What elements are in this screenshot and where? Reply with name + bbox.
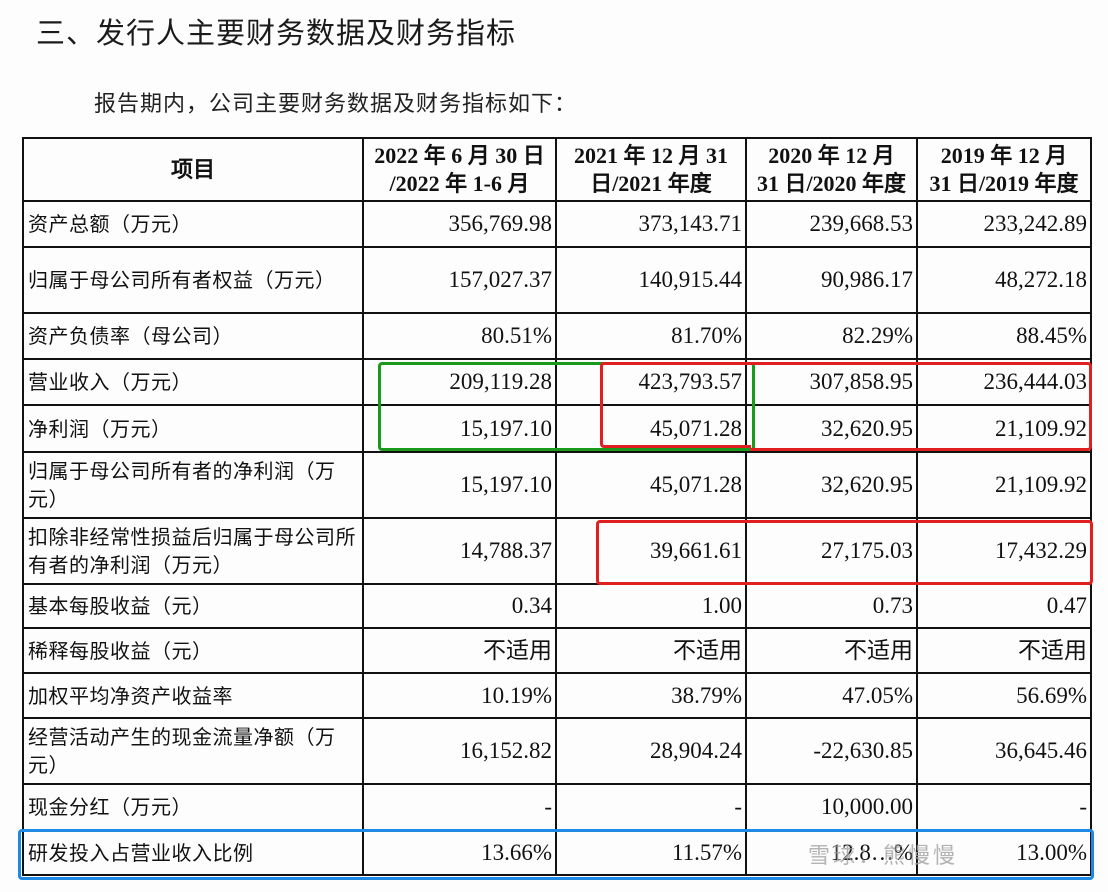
cell-value: 15,197.10 — [362, 404, 557, 453]
cell-value: 80.51% — [362, 312, 557, 360]
cell-value: 239,668.53 — [745, 200, 918, 248]
cell-value: 不适用 — [745, 627, 918, 674]
cell-value: 233,242.89 — [916, 200, 1092, 248]
cell-value: 88.45% — [916, 312, 1092, 360]
cell-value: 90,986.17 — [745, 246, 918, 314]
cell-value: 39,661.61 — [555, 517, 747, 585]
cell-value: 45,071.28 — [555, 404, 747, 453]
table-row: 扣除非经常性损益后归属于母公司所有者的净利润（万元） 14,788.37 39,… — [22, 517, 1092, 585]
row-label: 基本每股收益（元） — [22, 583, 364, 629]
header-2021: 2021 年 12 月 31 日/2021 年度 — [555, 137, 747, 202]
cell-value: 17,432.29 — [916, 517, 1092, 585]
cell-value: 157,027.37 — [362, 246, 557, 314]
cell-value: 32,620.95 — [745, 404, 918, 453]
row-label: 归属于母公司所有者的净利润（万元） — [22, 451, 364, 519]
cell-value: 21,109.92 — [916, 404, 1092, 453]
table-row: 资产总额（万元） 356,769.98 373,143.71 239,668.5… — [22, 200, 1092, 248]
row-label: 加权平均净资产收益率 — [22, 672, 364, 719]
table-row: 加权平均净资产收益率 10.19% 38.79% 47.05% 56.69% — [22, 672, 1092, 719]
table-row: 归属于母公司所有者的净利润（万元） 15,197.10 45,071.28 32… — [22, 451, 1092, 519]
cell-value: - — [916, 783, 1092, 831]
cell-value: 36,645.46 — [916, 717, 1092, 785]
row-label: 资产总额（万元） — [22, 200, 364, 248]
cell-value: 48,272.18 — [916, 246, 1092, 314]
cell-value: 10,000.00 — [745, 783, 918, 831]
cell-value: 16,152.82 — [362, 717, 557, 785]
cell-value: 356,769.98 — [362, 200, 557, 248]
cell-value: 140,915.44 — [555, 246, 747, 314]
row-label: 营业收入（万元） — [22, 358, 364, 406]
row-label: 资产负债率（母公司） — [22, 312, 364, 360]
cell-value: 56.69% — [916, 672, 1092, 719]
cell-value: 45,071.28 — [555, 451, 747, 519]
table-row: 净利润（万元） 15,197.10 45,071.28 32,620.95 21… — [22, 404, 1092, 453]
cell-value: 373,143.71 — [555, 200, 747, 248]
header-2022h1: 2022 年 6 月 30 日/2022 年 1-6 月 — [362, 137, 557, 202]
table-row: 归属于母公司所有者权益（万元） 157,027.37 140,915.44 90… — [22, 246, 1092, 314]
cell-value: 81.70% — [555, 312, 747, 360]
header-2020: 2020 年 12 月 31 日/2020 年度 — [745, 137, 918, 202]
row-label: 净利润（万元） — [22, 404, 364, 453]
cell-value: 1.00 — [555, 583, 747, 629]
cell-value: 209,119.28 — [362, 358, 557, 406]
section-title: 三、发行人主要财务数据及财务指标 — [36, 16, 517, 50]
table-row: 研发投入占营业收入比例 13.66% 11.57% 12.8…% 13.00% — [22, 829, 1092, 876]
cell-value: 307,858.95 — [745, 358, 918, 406]
table-row: 营业收入（万元） 209,119.28 423,793.57 307,858.9… — [22, 358, 1092, 406]
table-row: 现金分红（万元） - - 10,000.00 - — [22, 783, 1092, 831]
cell-value: 47.05% — [745, 672, 918, 719]
cell-value: 0.34 — [362, 583, 557, 629]
cell-value: 不适用 — [916, 627, 1092, 674]
table-row: 稀释每股收益（元） 不适用 不适用 不适用 不适用 — [22, 627, 1092, 674]
row-label: 研发投入占营业收入比例 — [22, 829, 364, 876]
cell-value: 15,197.10 — [362, 451, 557, 519]
cell-value: 82.29% — [745, 312, 918, 360]
cell-value: 236,444.03 — [916, 358, 1092, 406]
cell-value: 13.66% — [362, 829, 557, 876]
table-header-row: 项目 2022 年 6 月 30 日/2022 年 1-6 月 2021 年 1… — [22, 137, 1092, 202]
cell-value: 0.73 — [745, 583, 918, 629]
cell-value: 不适用 — [555, 627, 747, 674]
cell-value: 10.19% — [362, 672, 557, 719]
cell-value: 14,788.37 — [362, 517, 557, 585]
header-2019: 2019 年 12 月 31 日/2019 年度 — [916, 137, 1092, 202]
cell-value: 12.8…% — [745, 829, 918, 876]
intro-text: 报告期内，公司主要财务数据及财务指标如下： — [94, 92, 578, 117]
cell-value: 38.79% — [555, 672, 747, 719]
cell-value: 21,109.92 — [916, 451, 1092, 519]
cell-value: 11.57% — [555, 829, 747, 876]
header-item: 项目 — [22, 137, 364, 202]
cell-value: - — [362, 783, 557, 831]
row-label: 稀释每股收益（元） — [22, 627, 364, 674]
cell-value: 423,793.57 — [555, 358, 747, 406]
table-row: 资产负债率（母公司） 80.51% 81.70% 82.29% 88.45% — [22, 312, 1092, 360]
cell-value: 32,620.95 — [745, 451, 918, 519]
cell-value: -22,630.85 — [745, 717, 918, 785]
cell-value: - — [555, 783, 747, 831]
row-label: 经营活动产生的现金流量净额（万元） — [22, 717, 364, 785]
row-label: 扣除非经常性损益后归属于母公司所有者的净利润（万元） — [22, 517, 364, 585]
financial-table: 项目 2022 年 6 月 30 日/2022 年 1-6 月 2021 年 1… — [22, 137, 1092, 876]
cell-value: 27,175.03 — [745, 517, 918, 585]
cell-value: 不适用 — [362, 627, 557, 674]
row-label: 现金分红（万元） — [22, 783, 364, 831]
row-label: 归属于母公司所有者权益（万元） — [22, 246, 364, 314]
table-row: 经营活动产生的现金流量净额（万元） 16,152.82 28,904.24 -2… — [22, 717, 1092, 785]
cell-value: 0.47 — [916, 583, 1092, 629]
watermark: 雪球：熊慢慢 — [808, 844, 959, 869]
cell-value: 28,904.24 — [555, 717, 747, 785]
table-row: 基本每股收益（元） 0.34 1.00 0.73 0.47 — [22, 583, 1092, 629]
